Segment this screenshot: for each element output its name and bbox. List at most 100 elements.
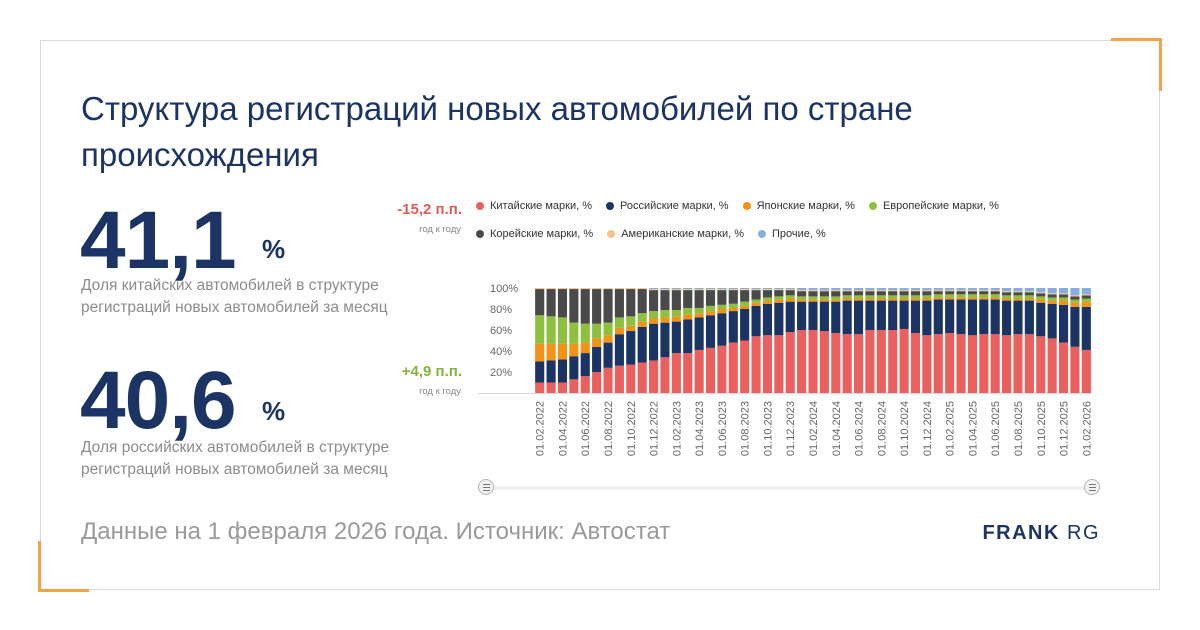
x-tick-label: 01.06.2025 — [990, 401, 1002, 456]
bar-stack — [728, 288, 738, 393]
bar-segment — [1013, 298, 1023, 301]
bar-segment — [740, 305, 750, 309]
bar-segment — [922, 335, 932, 393]
bar-segment — [751, 336, 761, 393]
bar-segment — [831, 299, 841, 302]
x-tick-label: 01.10.2024 — [899, 401, 911, 456]
bar-segment — [1070, 288, 1080, 296]
bar-segment — [854, 295, 864, 299]
bar-segment — [1047, 288, 1057, 294]
range-scrollbar[interactable] — [476, 478, 1100, 498]
bar-segment — [819, 299, 829, 302]
bar-segment — [785, 289, 795, 291]
bar-segment — [910, 298, 921, 301]
bar-segment — [728, 303, 738, 308]
legend-item[interactable]: Американские марки, % — [607, 226, 744, 242]
bar-segment — [945, 299, 955, 334]
x-tick-label: 01.08.2023 — [740, 401, 752, 456]
bar-segment — [1024, 295, 1034, 299]
bar-stack — [910, 288, 921, 393]
chart-legend: Китайские марки, % Российские марки, % Япо… — [476, 198, 1096, 242]
bar-segment — [1081, 295, 1091, 299]
bar-segment — [888, 298, 898, 301]
bar-segment — [865, 298, 875, 301]
bar-segment — [1047, 303, 1057, 339]
bar-segment — [660, 310, 670, 318]
bar-segment — [683, 353, 693, 393]
bar-segment — [888, 330, 898, 393]
legend-marker-icon — [742, 202, 751, 210]
legend-item[interactable]: Российские марки, % — [606, 198, 729, 214]
x-tick-label: 01.08.2022 — [603, 401, 615, 456]
bar-segment — [1002, 300, 1012, 336]
bar-segment — [888, 290, 898, 292]
bar-stack — [1070, 288, 1080, 393]
bar-segment — [603, 367, 613, 393]
bar-segment — [1070, 302, 1080, 307]
bar-segment — [888, 291, 898, 296]
bar-segment — [762, 335, 772, 393]
bar-segment — [762, 303, 772, 336]
bar-segment — [967, 290, 977, 292]
source-footnote: Данные на 1 февраля 2026 года. Источник:… — [81, 518, 671, 545]
x-tick-label: 01.12.2024 — [922, 401, 934, 456]
bar-segment — [842, 288, 852, 291]
bar-segment — [854, 290, 864, 292]
bar-stack — [1013, 288, 1023, 393]
bar-segment — [945, 297, 955, 300]
bar-segment — [546, 360, 556, 383]
bar-segment — [592, 338, 602, 347]
bar-segment — [831, 288, 841, 291]
bar-stack — [797, 288, 807, 393]
bar-stack — [808, 288, 818, 393]
bar-segment — [1024, 288, 1034, 292]
bar-segment — [694, 317, 704, 350]
bar-segment — [671, 310, 681, 317]
legend-item[interactable]: Китайские марки, % — [476, 198, 592, 214]
bar-stack — [1002, 288, 1012, 393]
bar-stack — [945, 288, 955, 393]
kpi-chinese-share-value: 41,1 — [80, 195, 237, 286]
bar-segment — [649, 360, 659, 393]
bar-segment — [967, 291, 977, 295]
legend-item[interactable]: Корейские марки, % — [476, 226, 593, 242]
brand-logo-light: RG — [1067, 522, 1100, 544]
x-tick-label: 01.12.2025 — [1059, 401, 1071, 456]
bar-segment — [535, 315, 545, 344]
bar-segment — [546, 289, 556, 317]
bar-segment — [774, 289, 784, 291]
bar-segment — [740, 340, 750, 393]
bar-stack — [967, 288, 977, 393]
bar-segment — [592, 288, 602, 290]
bar-segment — [705, 290, 716, 306]
bar-segment — [717, 290, 727, 305]
bar-stack — [876, 288, 886, 393]
bar-segment — [774, 290, 784, 297]
bar-segment — [785, 290, 795, 296]
bar-segment — [865, 295, 875, 299]
bar-segment — [910, 300, 921, 334]
bar-segment — [899, 295, 909, 299]
bar-segment — [990, 290, 1000, 292]
bar-stack — [535, 288, 545, 393]
legend-item[interactable]: Европейские марки, % — [868, 198, 999, 214]
bar-segment — [603, 342, 613, 368]
legend-label: Прочие, % — [772, 228, 826, 240]
range-handle-left[interactable] — [478, 479, 494, 495]
legend-item[interactable]: Японские марки, % — [742, 198, 855, 214]
bar-segment — [1036, 292, 1046, 294]
legend-label: Корейские марки, % — [490, 228, 594, 240]
x-tick-label: 01.02.2024 — [808, 401, 820, 456]
bar-segment — [1013, 292, 1023, 296]
bar-segment — [569, 379, 579, 393]
bar-stack — [751, 288, 761, 393]
bar-segment — [740, 309, 750, 341]
bar-segment — [910, 291, 921, 296]
legend-item[interactable]: Прочие, % — [758, 226, 826, 242]
bar-segment — [808, 299, 818, 302]
bar-segment — [637, 288, 647, 290]
bar-segment — [1013, 291, 1023, 293]
range-handle-right[interactable] — [1084, 479, 1100, 495]
bar-stack — [831, 288, 841, 393]
bar-segment — [762, 297, 772, 301]
